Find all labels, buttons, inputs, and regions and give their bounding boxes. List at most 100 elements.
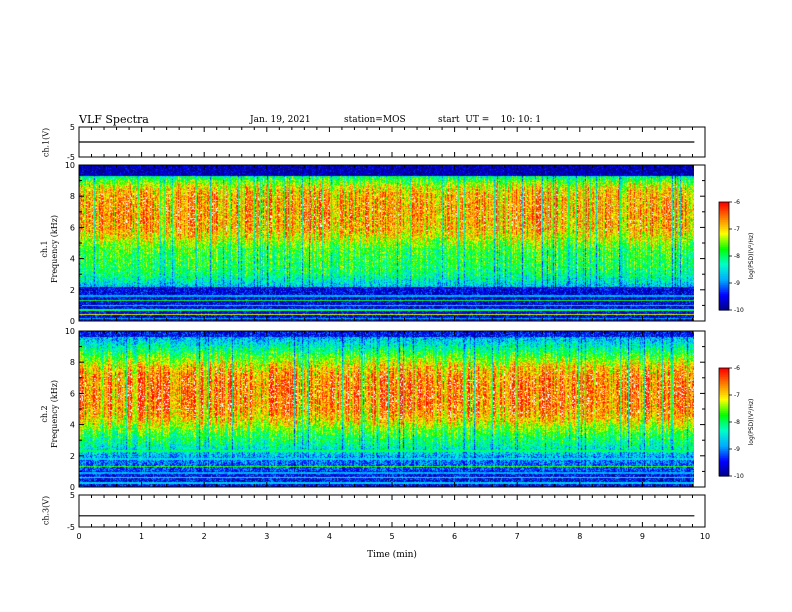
colorbar-tick-label: -6 [734,199,740,206]
colorbar-swatch [719,463,729,466]
ch2-name: ch.2 [40,405,49,423]
colorbar-swatch [719,220,729,223]
colorbar-tick-label: -10 [734,307,744,314]
colorbar-swatch [719,375,729,378]
colorbar-swatch [719,411,729,414]
x-tick-label: 6 [452,532,457,541]
x-tick-label: 4 [327,532,332,541]
colorbar-swatch [719,259,729,262]
x-tick-label: 1 [139,532,144,541]
colorbar-swatch [719,266,729,270]
colorbar-swatch [719,378,729,382]
ch2-spectrogram-image [79,331,694,487]
x-tick-label: 7 [515,532,520,541]
colorbar-swatch [719,432,729,436]
colorbar-label: log(PSD)(V²/Hz) [748,399,755,446]
colorbar-swatch [719,371,729,374]
colorbar-swatch [719,454,729,457]
colorbar-swatch [719,422,729,425]
colorbar-swatch [719,293,729,297]
colorbar-swatch [719,429,729,432]
colorbar-swatch [719,277,729,280]
colorbar-swatch [719,461,729,464]
colorbar-swatch [719,308,729,311]
colorbar-swatch [719,274,729,277]
x-tick-label: 2 [202,532,207,541]
colorbar-swatch [719,239,729,243]
colorbar-swatch [719,283,729,286]
colorbar-swatch [719,257,729,261]
colorbar-swatch [719,407,729,410]
colorbar-tick-label: -9 [734,446,740,453]
colorbar-tick-label: -8 [734,419,740,426]
start-time-label: start UT = 10: 10: 1 [438,115,542,125]
colorbar-tick-label: -6 [734,365,740,372]
colorbar-swatch [719,281,729,284]
colorbar-swatch [719,230,729,234]
x-tick-label: 10 [700,532,710,541]
colorbar-swatch [719,452,729,455]
colorbar-swatch [719,248,729,252]
colorbar-swatch [719,265,729,268]
colorbar-swatch [719,413,729,416]
colorbar-swatch [719,384,729,387]
colorbar-swatch [719,243,729,246]
x-tick-label: 3 [264,532,269,541]
colorbar-swatch [719,218,729,221]
colorbar-swatch [719,391,729,394]
x-axis-label: Time (min) [367,549,417,560]
colorbar-swatch [719,304,729,307]
colorbar-swatch [719,423,729,427]
colorbar-swatch [719,441,729,445]
colorbar-swatch [719,474,729,477]
colorbar-swatch [719,405,729,409]
y-tick-label: 4 [70,255,75,264]
colorbar-swatch [719,301,729,304]
ch2-frequency-ylabel: ch.2 Frequency (kHz) [40,354,60,474]
colorbar-tick-label: -7 [734,226,740,233]
y-tick-label: 10 [65,161,75,170]
colorbar-swatch [719,234,729,237]
colorbar-swatch [719,416,729,419]
ch1-name: ch.1 [40,240,49,258]
colorbar-swatch [719,202,729,205]
y-tick-label: 0 [70,317,75,326]
colorbar-swatch [719,449,729,452]
colorbar-swatch [719,431,729,434]
colorbar-swatch [719,252,729,255]
colorbar-swatch [719,395,729,398]
colorbar-swatch [719,468,729,472]
colorbars: -6 -7 -8 -9 -10 log(PSD)(V²/Hz) -6 -7 -8 -9 -10 log… [718,199,755,480]
colorbar-swatch [719,216,729,219]
colorbar-swatch [719,238,729,241]
station-label: station=MOS [344,115,406,125]
colorbar-swatch [719,443,729,446]
colorbar-swatch [719,261,729,264]
chart-title: VLF Spectra [79,113,149,126]
colorbar-swatch [719,272,729,275]
y-tick-label: 5 [70,491,75,500]
y-tick-label: 0 [70,483,75,492]
colorbar-swatch [719,241,729,244]
date-label: Jan. 19, 2021 [250,115,311,125]
y-tick-label: 6 [70,223,75,232]
colorbar-swatch [719,418,729,421]
colorbar-swatch [719,275,729,279]
colorbar-swatch [719,436,729,439]
y-tick-label: 5 [70,123,75,132]
colorbar-swatch [719,465,729,468]
colorbar-swatch [719,284,729,288]
colorbar-swatch [719,279,729,282]
colorbar-swatch [719,409,729,412]
colorbar-swatch [719,225,729,228]
colorbar-swatch [719,434,729,437]
colorbar-swatch [719,297,729,300]
colorbar-swatch [719,295,729,298]
colorbar-swatch [719,445,729,448]
colorbar-swatch [719,414,729,418]
ch3-voltage-ylabel: ch.3(V) [41,495,51,526]
colorbar-swatch [719,373,729,376]
y-tick-label: -5 [67,153,75,162]
y-tick-label: 8 [70,192,75,201]
